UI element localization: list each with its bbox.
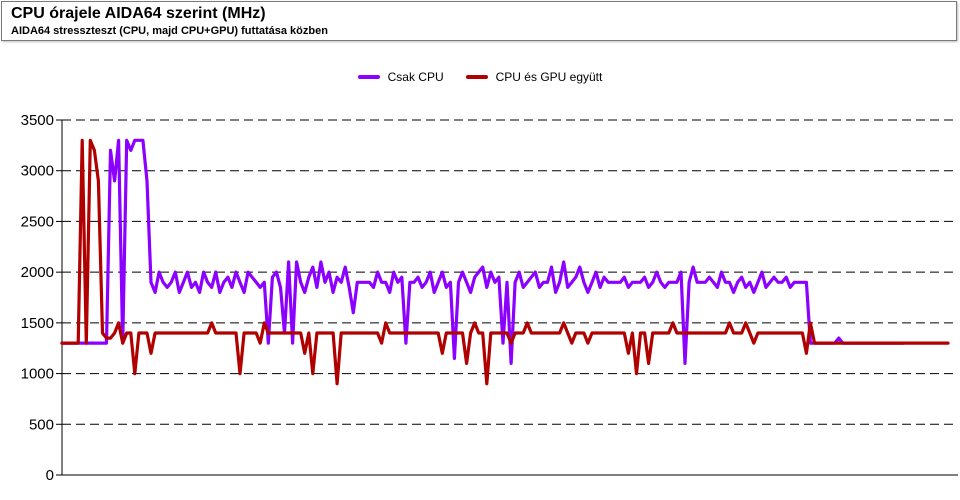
y-tick-label-2500: 2500: [21, 213, 54, 230]
chart-title: CPU órajele AIDA64 szerint (MHz): [11, 5, 266, 22]
legend-swatch-cpu-only: [357, 75, 380, 79]
series-lines: [60, 138, 950, 386]
legend-label-cpu-only: Csak CPU: [387, 70, 444, 84]
chart-subtitle: AIDA64 stresszteszt (CPU, majd CPU+GPU) …: [11, 25, 328, 37]
axes: [61, 120, 958, 476]
y-tick-label-3000: 3000: [21, 163, 54, 180]
legend-item-cpu-gpu: CPU és GPU együtt: [465, 70, 603, 84]
y-tick-label-1000: 1000: [21, 366, 54, 383]
grid-lines: [62, 119, 958, 425]
chart-legend: Csak CPU CPU és GPU együtt: [0, 68, 960, 86]
y-axis-ticks: 0 500 1000 1500 2000 2500 3000 3500: [21, 112, 62, 484]
chart-title-box: CPU órajele AIDA64 szerint (MHz) AIDA64 …: [1, 1, 957, 41]
series-line-cpu-only: [60, 138, 906, 365]
y-tick-label-500: 500: [29, 416, 54, 433]
legend-swatch-cpu-gpu: [465, 75, 488, 79]
y-tick-label-2000: 2000: [21, 264, 54, 281]
series-line-cpu-gpu: [60, 138, 950, 386]
y-tick-label-3500: 3500: [21, 112, 54, 129]
legend-label-cpu-gpu: CPU és GPU együtt: [495, 70, 603, 84]
y-tick-label-0: 0: [46, 467, 54, 484]
y-tick-label-1500: 1500: [21, 315, 54, 332]
legend-item-cpu-only: Csak CPU: [357, 70, 444, 84]
